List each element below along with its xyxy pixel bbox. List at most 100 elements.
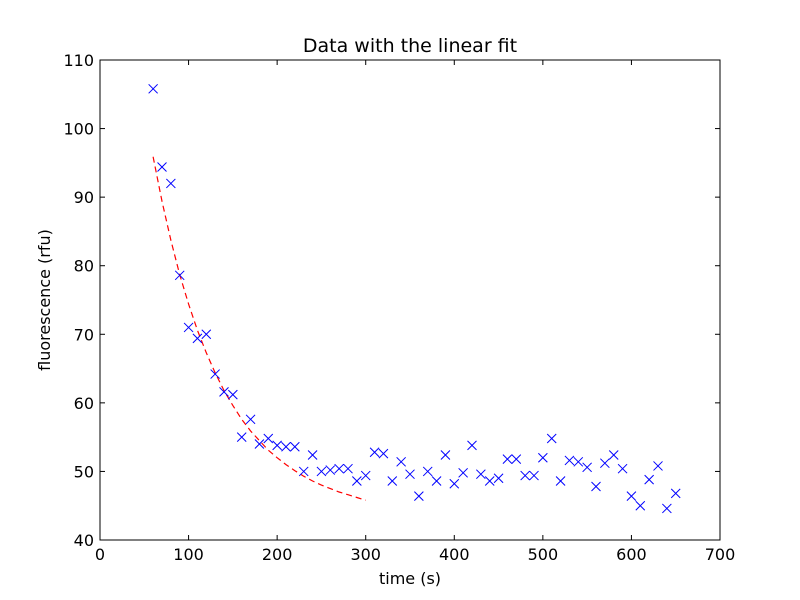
marker-stroke <box>538 452 548 463</box>
marker-stroke <box>290 441 300 452</box>
marker-stroke <box>219 387 229 397</box>
data-point-marker <box>511 454 522 464</box>
chart-title: Data with the linear fit <box>303 35 517 57</box>
data-point-marker <box>298 466 309 477</box>
marker-stroke <box>476 469 486 480</box>
marker-stroke <box>201 329 212 340</box>
x-axis-label: time (s) <box>379 569 441 588</box>
data-point-marker <box>378 448 389 459</box>
x-tick-label: 600 <box>616 545 647 564</box>
marker-stroke <box>662 503 672 514</box>
x-tick-label: 300 <box>350 545 381 564</box>
marker-stroke <box>272 440 282 451</box>
marker-stroke <box>573 456 584 467</box>
data-point-marker <box>166 178 176 189</box>
data-point-marker <box>307 450 318 460</box>
data-point-marker <box>245 414 256 425</box>
data-point-marker <box>360 470 371 481</box>
data-point-marker <box>210 369 220 379</box>
data-point-marker <box>201 329 212 340</box>
data-point-marker <box>281 441 291 452</box>
marker-stroke <box>387 476 398 486</box>
data-point-marker <box>325 465 336 475</box>
marker-stroke <box>298 466 309 477</box>
marker-stroke <box>422 466 433 477</box>
marker-stroke <box>166 178 176 189</box>
marker-stroke <box>148 83 158 94</box>
marker-stroke <box>192 333 203 344</box>
data-point-marker <box>316 466 327 477</box>
marker-stroke <box>670 488 681 499</box>
data-point-marker <box>662 503 672 514</box>
data-point-marker <box>440 450 451 460</box>
tick-layer: 0 100 200 300 400 500 600 700 40 50 60 70 80 90 100 110 <box>63 51 735 564</box>
marker-stroke <box>502 454 513 464</box>
data-point-marker <box>458 467 468 478</box>
marker-stroke <box>352 476 362 486</box>
data-point-marker <box>405 469 415 480</box>
marker-stroke <box>582 462 592 473</box>
x-tick-label: 400 <box>439 545 470 564</box>
x-tick-label: 500 <box>528 545 559 564</box>
marker-stroke <box>334 463 344 474</box>
data-point-marker <box>236 432 247 442</box>
marker-stroke <box>555 476 566 486</box>
marker-stroke <box>245 414 256 425</box>
marker-stroke <box>644 474 654 485</box>
marker-stroke <box>493 473 504 484</box>
data-point-marker <box>555 476 566 486</box>
data-point-marker <box>272 440 282 451</box>
data-point-marker <box>174 270 185 281</box>
data-point-marker <box>290 441 300 452</box>
data-point-marker <box>591 481 601 492</box>
data-point-marker <box>467 440 477 451</box>
data-point-marker <box>538 452 548 463</box>
marker-stroke <box>626 491 637 501</box>
data-point-marker <box>183 322 194 333</box>
data-point-marker <box>449 478 460 489</box>
marker-stroke <box>511 454 522 464</box>
marker-stroke <box>316 466 327 477</box>
marker-stroke <box>600 458 610 469</box>
marker-stroke <box>263 433 274 444</box>
x-tick-label: 100 <box>173 545 204 564</box>
data-point-marker <box>617 463 628 474</box>
x-tick-label: 700 <box>705 545 736 564</box>
data-point-marker <box>653 461 663 471</box>
data-point-marker <box>219 387 229 397</box>
marker-layer <box>148 83 681 514</box>
data-point-marker <box>573 456 584 467</box>
y-tick-label: 40 <box>74 531 94 550</box>
data-point-marker <box>529 470 539 481</box>
marker-stroke <box>449 478 460 489</box>
marker-stroke <box>343 463 353 474</box>
marker-stroke <box>617 463 628 474</box>
data-point-marker <box>564 455 575 466</box>
data-point-marker <box>644 474 654 485</box>
data-point-marker <box>334 463 344 474</box>
data-point-marker <box>546 433 557 444</box>
data-point-marker <box>484 476 495 486</box>
marker-stroke <box>546 433 557 444</box>
data-point-marker <box>369 447 380 458</box>
data-point-marker <box>352 476 362 486</box>
marker-stroke <box>396 456 406 467</box>
data-point-marker <box>635 500 646 511</box>
plot-frame <box>99 59 721 541</box>
marker-stroke <box>174 270 185 281</box>
data-point-marker <box>422 466 433 477</box>
y-tick-label: 80 <box>74 257 94 276</box>
marker-stroke <box>369 447 380 458</box>
marker-stroke <box>635 500 646 511</box>
data-point-marker <box>396 456 406 467</box>
data-point-marker <box>670 488 681 499</box>
data-point-marker <box>626 491 637 501</box>
marker-stroke <box>591 481 601 492</box>
marker-stroke <box>467 440 477 451</box>
marker-stroke <box>653 461 663 471</box>
marker-stroke <box>157 162 167 172</box>
y-tick-label: 110 <box>63 51 94 70</box>
marker-stroke <box>564 455 575 466</box>
y-tick-label: 50 <box>74 462 94 481</box>
